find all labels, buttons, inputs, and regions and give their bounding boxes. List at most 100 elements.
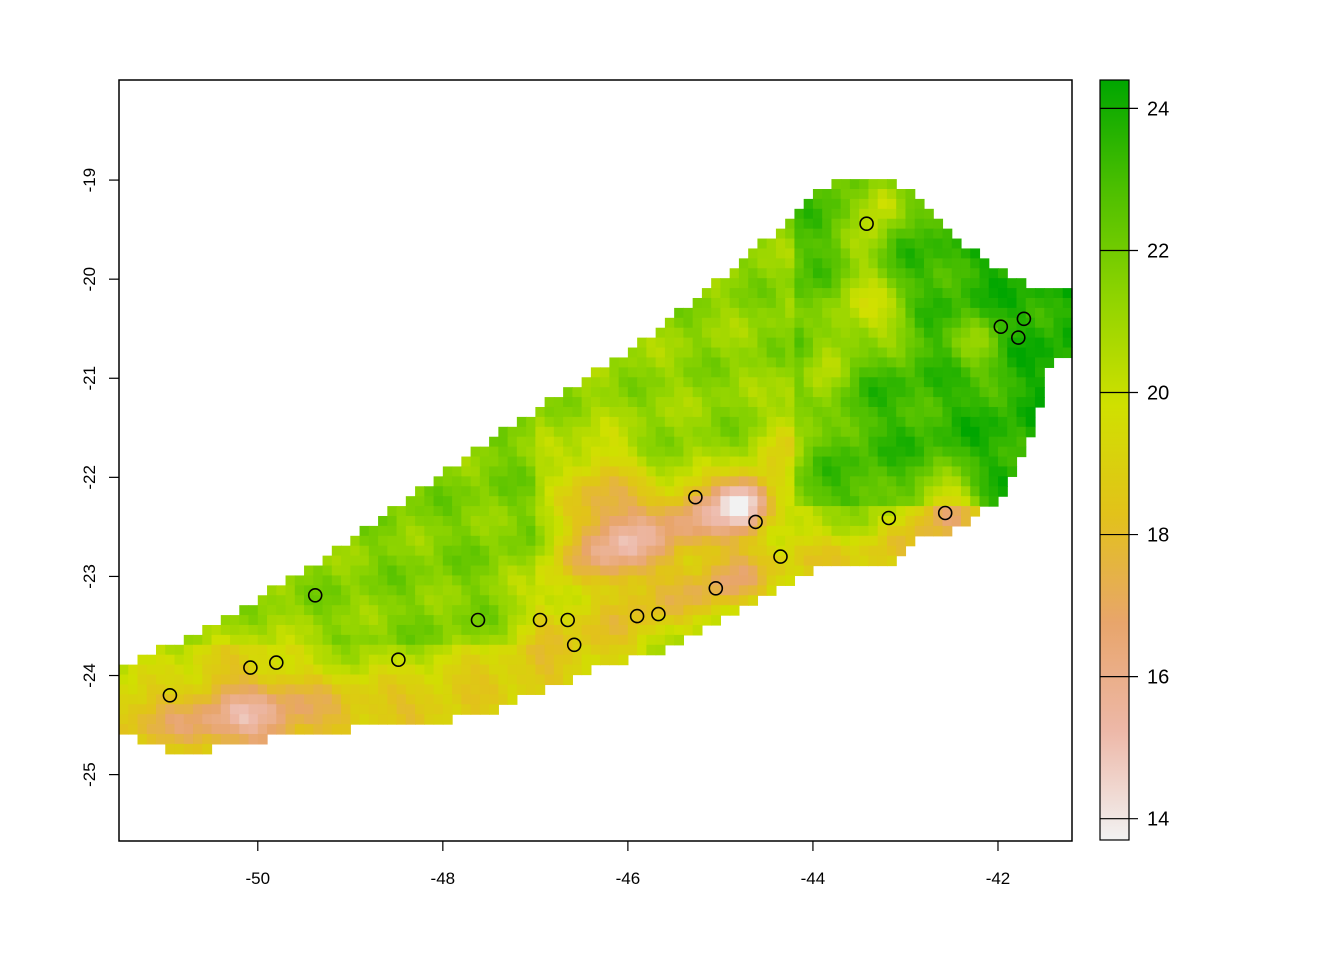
raster-cell xyxy=(285,684,296,695)
raster-cell xyxy=(655,426,666,438)
raster-cell xyxy=(970,406,981,418)
raster-cell xyxy=(294,595,305,606)
raster-cell xyxy=(822,297,833,309)
raster-cell xyxy=(914,446,925,458)
raster-cell xyxy=(942,446,953,458)
raster-cell xyxy=(526,674,536,686)
raster-cell xyxy=(655,595,666,606)
raster-cell xyxy=(452,525,462,537)
raster-cell xyxy=(711,416,722,428)
raster-cell xyxy=(785,297,796,309)
raster-cell xyxy=(849,297,860,309)
raster-cell xyxy=(535,575,546,586)
raster-cell xyxy=(729,377,740,388)
raster-cell xyxy=(766,496,777,507)
raster-cell xyxy=(1044,337,1055,349)
raster-cell xyxy=(193,724,203,735)
raster-cell xyxy=(997,397,1008,408)
raster-cell xyxy=(341,595,351,606)
raster-cell xyxy=(359,704,370,715)
raster-cell xyxy=(609,367,620,378)
raster-cell xyxy=(526,426,536,438)
raster-cell xyxy=(701,446,712,458)
raster-cell xyxy=(794,565,805,577)
raster-cell xyxy=(285,694,296,705)
raster-cell xyxy=(498,644,509,656)
raster-cell xyxy=(433,714,444,725)
raster-cell xyxy=(720,496,731,507)
raster-cell xyxy=(535,506,546,517)
raster-cell xyxy=(581,525,592,537)
raster-cell xyxy=(757,317,768,329)
raster-cell xyxy=(942,466,953,477)
raster-cell xyxy=(590,565,601,577)
raster-cell xyxy=(877,357,888,368)
raster-cell xyxy=(516,506,527,517)
raster-cell xyxy=(322,664,333,676)
raster-cell xyxy=(988,466,999,477)
raster-cell xyxy=(803,297,814,309)
raster-cell xyxy=(618,446,629,458)
raster-cell xyxy=(405,515,416,527)
raster-cell xyxy=(738,268,749,279)
raster-cell xyxy=(396,714,407,725)
raster-cell xyxy=(674,634,684,646)
raster-cell xyxy=(544,515,555,527)
raster-cell xyxy=(489,555,499,567)
raster-cell xyxy=(729,426,740,438)
raster-cell xyxy=(775,446,786,458)
raster-cell xyxy=(960,456,971,468)
raster-cell xyxy=(535,585,546,596)
sample-point xyxy=(773,549,788,564)
raster-cell xyxy=(785,387,796,398)
raster-cell xyxy=(637,357,647,368)
raster-cell xyxy=(359,654,370,666)
raster-cell xyxy=(785,476,796,487)
raster-cell xyxy=(960,248,971,259)
raster-cell xyxy=(276,714,287,725)
raster-cell xyxy=(803,288,814,299)
raster-cell xyxy=(757,387,768,398)
raster-cell xyxy=(415,525,425,537)
raster-cell xyxy=(729,486,740,497)
raster-cell xyxy=(285,654,296,666)
raster-cell xyxy=(452,496,462,507)
raster-cell xyxy=(581,446,592,458)
raster-cell xyxy=(137,714,148,725)
raster-cell xyxy=(1016,278,1027,289)
raster-cell xyxy=(498,624,509,636)
raster-cell xyxy=(923,218,934,230)
raster-cell xyxy=(822,357,833,368)
raster-cell xyxy=(563,634,573,646)
raster-cell xyxy=(923,258,934,269)
raster-cell xyxy=(600,476,610,487)
raster-cell xyxy=(933,347,944,359)
raster-cell xyxy=(729,476,740,487)
raster-cell xyxy=(646,644,657,656)
raster-cell xyxy=(683,575,694,586)
raster-cell xyxy=(507,506,518,517)
raster-cell xyxy=(359,565,370,577)
raster-cell xyxy=(923,297,934,309)
raster-cell xyxy=(516,416,527,428)
raster-cell xyxy=(831,189,842,200)
raster-cell xyxy=(590,575,601,586)
raster-cell xyxy=(979,436,990,448)
raster-cell xyxy=(711,486,722,497)
raster-cell xyxy=(387,535,398,547)
raster-cell xyxy=(738,545,749,557)
raster-cell xyxy=(683,367,694,378)
raster-cell xyxy=(868,179,879,190)
raster-cell xyxy=(313,605,324,616)
raster-cell xyxy=(859,506,870,517)
raster-cell xyxy=(840,268,851,279)
raster-cell xyxy=(757,347,768,359)
raster-cell xyxy=(498,466,509,477)
raster-cell xyxy=(831,268,842,279)
raster-cell xyxy=(914,416,925,428)
raster-cell xyxy=(683,406,694,418)
raster-cell xyxy=(868,278,879,289)
raster-cell xyxy=(960,367,971,378)
raster-cell xyxy=(424,674,435,686)
legend-tick-label: 14 xyxy=(1147,809,1169,831)
